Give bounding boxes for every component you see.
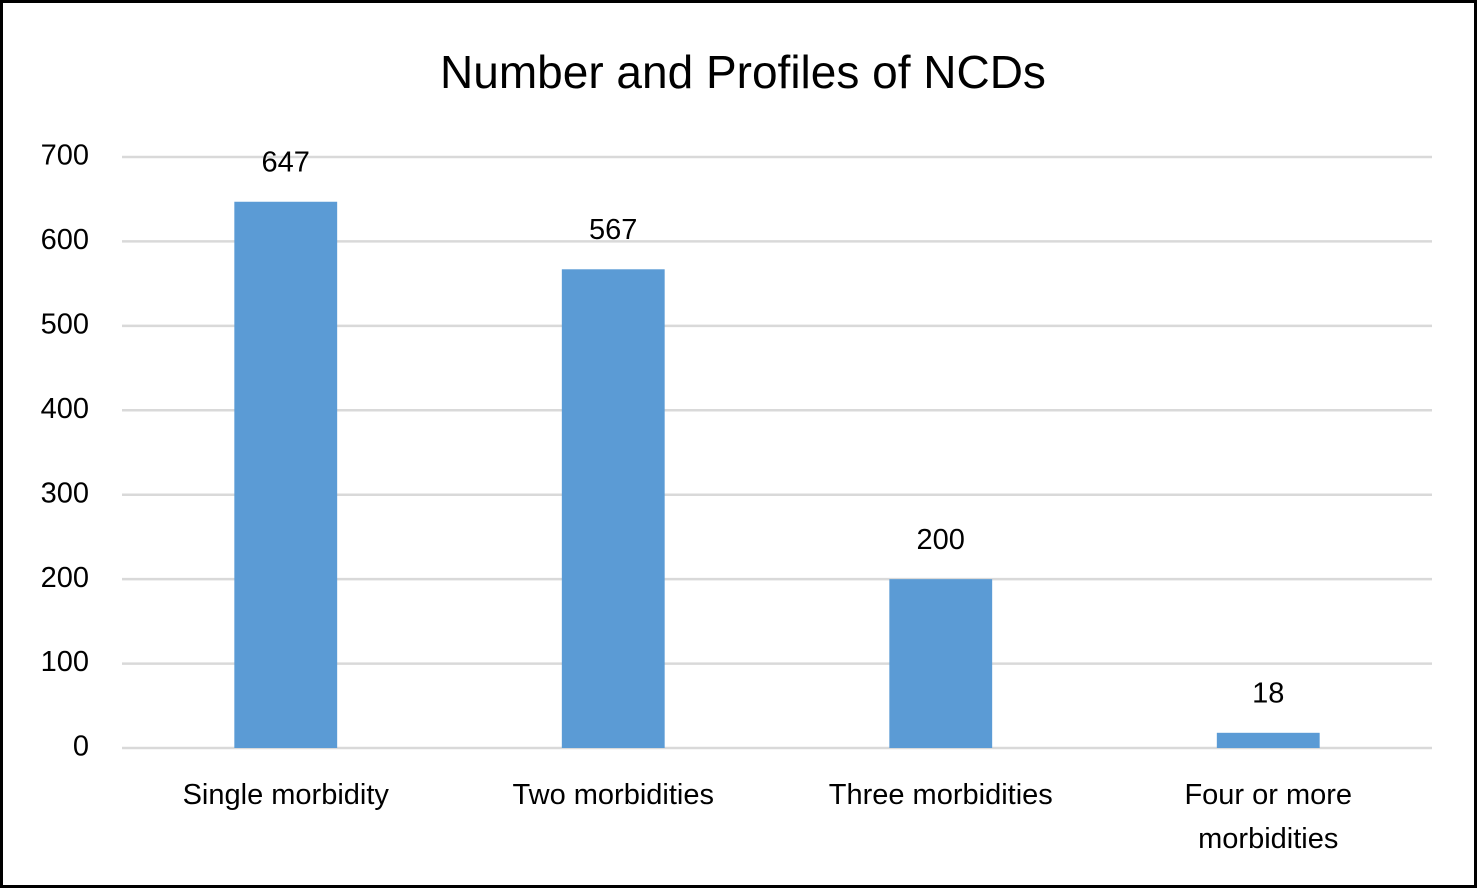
data-label: 200 <box>917 524 965 556</box>
y-tick-label: 100 <box>41 646 89 678</box>
data-label: 18 <box>1252 677 1284 709</box>
chart-title: Number and Profiles of NCDs <box>440 46 1046 98</box>
y-tick-label: 400 <box>41 393 89 425</box>
x-tick-label: Two morbidities <box>512 779 714 811</box>
y-tick-label: 500 <box>41 309 89 341</box>
x-tick-label: Three morbidities <box>828 779 1053 811</box>
bar <box>889 579 993 748</box>
bar <box>234 201 338 749</box>
bar <box>561 269 665 748</box>
chart: Number and Profiles of NCDs 0 100 200 300 40… <box>41 46 1432 763</box>
bar <box>1216 732 1320 748</box>
data-label: 567 <box>589 214 637 246</box>
x-tick-label: Single morbidity <box>182 779 389 811</box>
y-tick-label: 600 <box>41 224 89 256</box>
y-tick-label: 0 <box>73 731 89 763</box>
y-tick-label: 700 <box>41 140 89 172</box>
x-tick-label: Four or more morbidities <box>1184 779 1353 855</box>
y-tick-label: 300 <box>41 477 89 509</box>
y-tick-label: 200 <box>41 562 89 594</box>
data-label: 647 <box>262 146 310 178</box>
